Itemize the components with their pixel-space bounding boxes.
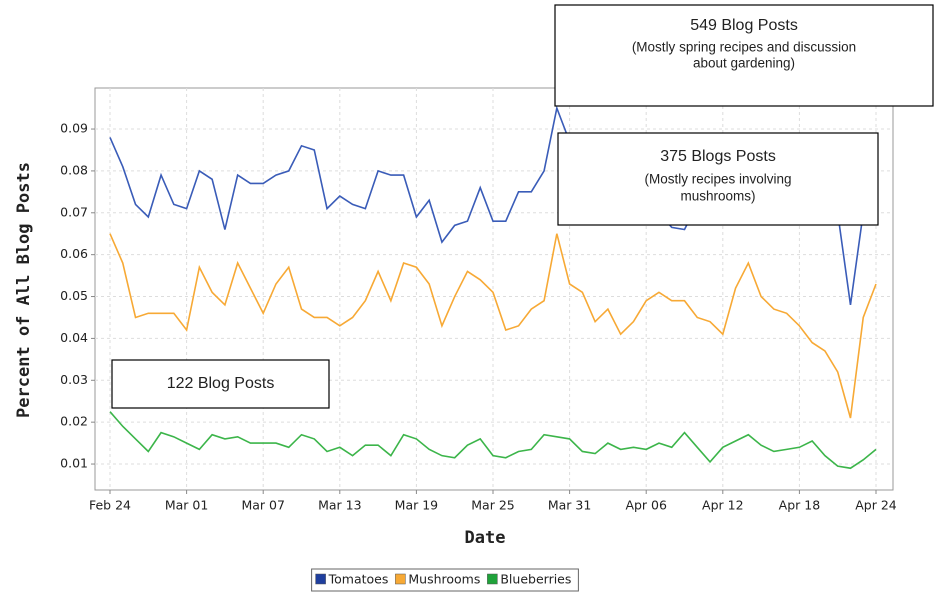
legend-label: Tomatoes (328, 572, 389, 587)
x-tick-label: Apr 18 (779, 498, 821, 513)
y-tick-label: 0.01 (60, 456, 88, 471)
y-tick-label: 0.02 (60, 414, 88, 429)
annotation-text: 122 Blog Posts (167, 375, 275, 392)
legend-swatch (395, 573, 406, 585)
annotation-box (554, 4, 934, 107)
x-tick-label: Apr 06 (625, 498, 667, 513)
x-tick-label: Mar 31 (548, 498, 591, 513)
legend-swatch (315, 573, 326, 585)
x-tick-label: Mar 13 (318, 498, 361, 513)
x-tick-label: Apr 12 (702, 498, 744, 513)
annotation-box (557, 132, 879, 226)
y-tick-label: 0.09 (60, 121, 88, 136)
y-tick-label: 0.04 (60, 330, 88, 345)
x-tick-label: Mar 25 (471, 498, 514, 513)
legend-label: Blueberries (500, 572, 571, 587)
annotation-text: (Mostly recipes involving (644, 172, 791, 187)
x-tick-label: Mar 19 (395, 498, 439, 513)
annotation-text: 375 Blogs Posts (660, 148, 776, 165)
legend-label: Mushrooms (408, 572, 480, 587)
legend-swatch (487, 573, 498, 585)
y-tick-label: 0.07 (60, 204, 88, 219)
x-axis-label: Date (465, 528, 506, 548)
legend: Tomatoes Mushrooms Blueberries (311, 568, 579, 592)
x-tick-label: Mar 07 (241, 498, 284, 513)
y-tick-label: 0.06 (60, 246, 88, 261)
x-tick-label: Feb 24 (89, 498, 131, 513)
x-tick-label: Mar 01 (165, 498, 208, 513)
y-axis-label: Percent of All Blog Posts (14, 162, 34, 418)
series-line (109, 411, 877, 470)
y-tick-label: 0.03 (60, 372, 88, 387)
annotation-text: mushrooms) (680, 189, 755, 204)
annotation-text: (Mostly spring recipes and discussion (632, 40, 856, 55)
y-tick-label: 0.05 (60, 288, 88, 303)
annotation-box (111, 359, 330, 409)
annotation-text: about gardening) (693, 56, 795, 71)
y-tick-label: 0.08 (60, 162, 88, 177)
legend-box (311, 568, 579, 592)
x-tick-label: Apr 24 (855, 498, 897, 513)
series-line (109, 233, 877, 419)
annotation-text: 549 Blog Posts (690, 17, 798, 34)
